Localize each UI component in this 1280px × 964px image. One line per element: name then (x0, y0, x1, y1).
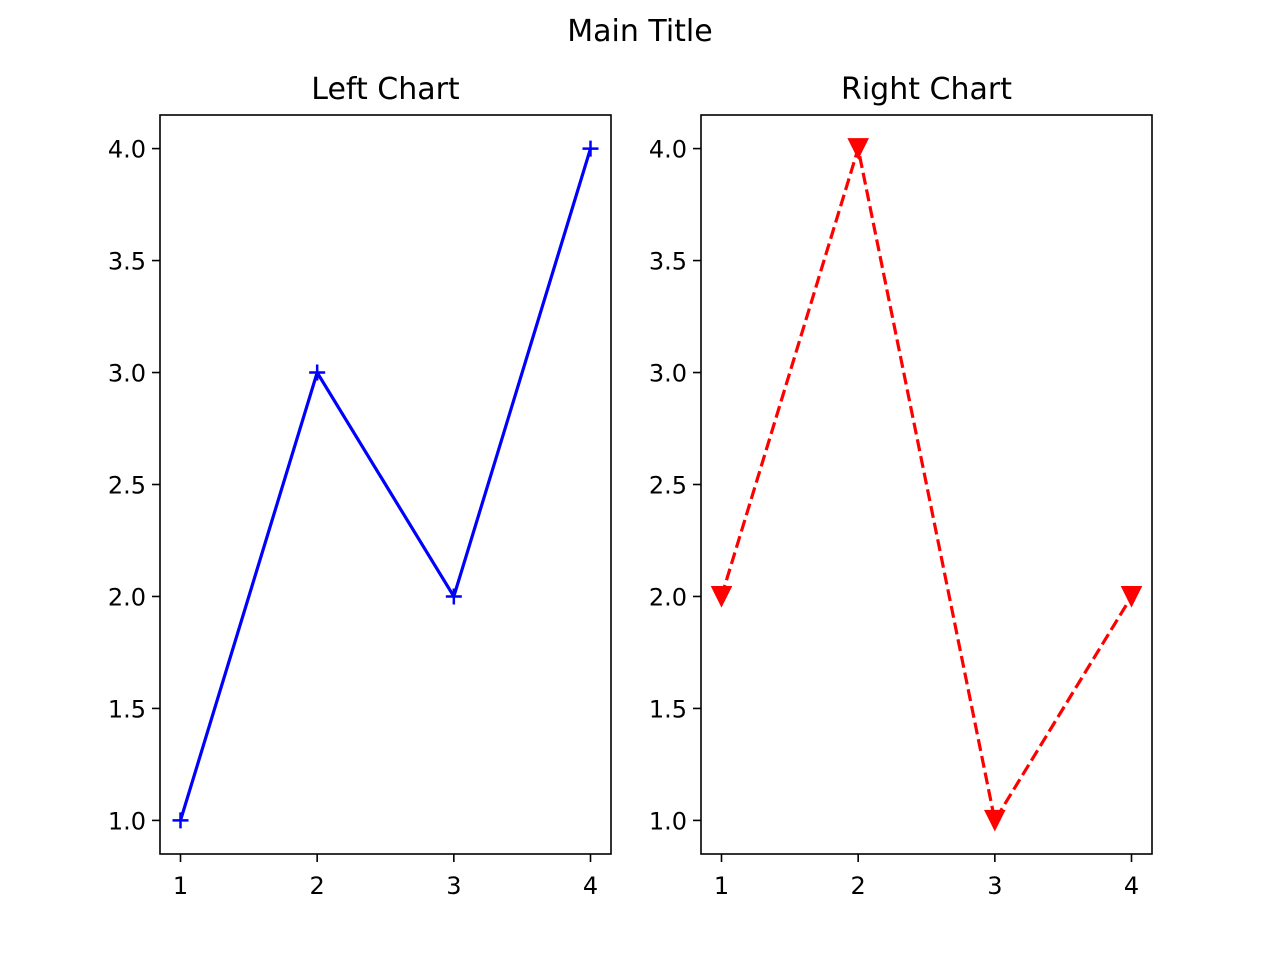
x-tick-label: 2 (851, 872, 866, 900)
x-tick-label: 4 (1124, 872, 1139, 900)
x-tick-label: 1 (173, 872, 188, 900)
x-tick-label: 4 (583, 872, 598, 900)
chart-title: Left Chart (311, 72, 460, 107)
data-point-marker (710, 585, 733, 608)
axes-frame (700, 114, 1153, 855)
data-point-marker (847, 138, 869, 160)
chart-title: Right Chart (841, 72, 1012, 107)
x-tick-label: 3 (446, 872, 461, 900)
y-tick-label: 2.0 (649, 583, 687, 611)
chart-panel-2: Right Chart 1.0 1.5 2.0 2.5 3.0 3.5 4.0 1 2 3 4 (649, 72, 1153, 900)
x-tick-label: 2 (310, 872, 325, 900)
y-tick-label: 1.5 (649, 695, 687, 723)
y-tick-label: 2.5 (108, 472, 146, 500)
x-tick-label: 1 (714, 872, 729, 900)
y-tick-label: 1.0 (108, 807, 146, 835)
main-title: Main Title (567, 14, 713, 49)
y-tick-label: 1.0 (649, 807, 687, 835)
data-point-marker (172, 812, 189, 829)
series-line (719, 146, 1133, 823)
data-point-marker (582, 140, 599, 157)
axes-frame (159, 114, 612, 855)
y-tick-label: 1.5 (108, 695, 146, 723)
x-tick-label: 3 (987, 872, 1002, 900)
y-tick-label: 3.0 (108, 360, 146, 388)
chart-panel-1: Left Chart 1.0 1.5 2.0 2.5 3.0 3.5 4.0 1 2 3 4 (108, 72, 612, 900)
data-point-marker (984, 809, 1006, 832)
y-tick-label: 4.0 (649, 136, 687, 164)
y-tick-label: 3.5 (108, 248, 146, 276)
data-point-marker (309, 364, 326, 381)
y-tick-label: 3.0 (649, 360, 687, 388)
y-tick-label: 2.5 (649, 472, 687, 500)
data-point-marker (1120, 585, 1143, 608)
y-tick-label: 4.0 (108, 136, 146, 164)
data-point-marker (445, 588, 462, 605)
y-tick-label: 3.5 (649, 248, 687, 276)
series-line (178, 148, 593, 821)
y-tick-label: 2.0 (108, 583, 146, 611)
